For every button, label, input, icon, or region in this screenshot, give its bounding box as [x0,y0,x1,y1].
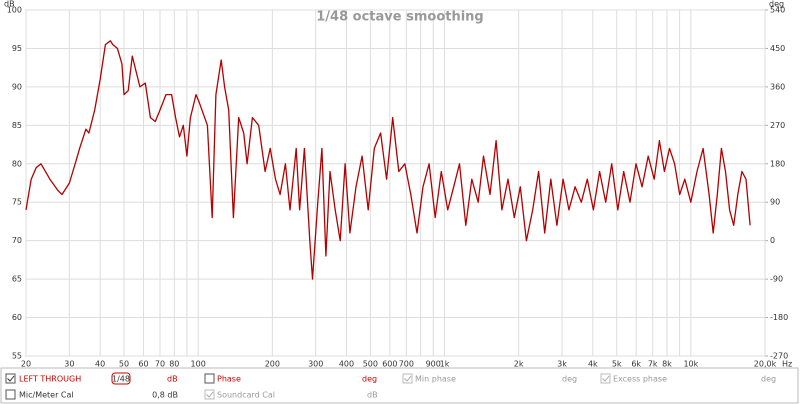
phase-label: Phase [217,375,241,384]
check [404,375,412,382]
y-tick-label: 95 [12,44,22,53]
x-tick-label: 2k [514,360,524,369]
plot-area [25,9,766,357]
y-tick-label: 70 [12,236,22,245]
x-tick-label: 8k [662,360,672,369]
checkbox-min-phase[interactable] [402,373,413,384]
series-label: LEFT THROUGH [19,375,81,384]
x-tick-label: 600 [382,360,397,369]
y-tick-label: 60 [12,313,22,322]
excess-phase-unit: deg [761,375,776,384]
y2-tick-label: 0 [770,236,775,245]
x-tick-label: 400 [339,360,354,369]
y2-tick-label: 540 [770,6,785,15]
x-tick-label: 500 [363,360,378,369]
chart-title: 1/48 octave smoothing [316,10,483,25]
response-line [25,40,751,280]
y2-tick-label: 90 [770,198,780,207]
phase-unit: deg [362,375,377,384]
y-tick-label: 100 [7,6,22,15]
x-tick-label: 900 [426,360,441,369]
check [206,391,214,398]
min-phase-label: Min phase [415,375,456,384]
excess-phase-label: Excess phase [613,375,667,384]
y-unit: dB [4,0,15,9]
check [602,375,610,382]
x-tick-label: 1k [440,360,450,369]
x-tick-label: 60 [138,360,148,369]
y-tick-label: 55 [12,352,22,361]
mic-cal-label: Mic/Meter Cal [19,391,74,400]
x-tick-label: 20 [21,360,31,369]
checkbox-series[interactable] [5,373,16,384]
x-tick-label: 5k [612,360,622,369]
y-tick-label: 80 [12,159,22,168]
x-tick-label: 20,0k [754,360,777,369]
soundcard-cal-label: Soundcard Cal [217,391,275,400]
y2-tick-label: -180 [770,313,788,322]
smoothing: 1/48 [112,375,130,384]
y2-tick-label: 450 [770,44,785,53]
x-tick-label: 80 [169,360,179,369]
checkbox-soundcard-cal[interactable] [204,389,215,400]
min-phase-unit: deg [562,375,577,384]
x-tick-label: 40 [95,360,105,369]
checkbox-mic-cal[interactable] [5,389,16,400]
series-unit: dB [167,375,178,384]
legend-panel [0,367,799,404]
y2-tick-label: -270 [770,352,788,361]
y-tick-label: 85 [12,121,22,130]
x-tick-label: 300 [308,360,323,369]
x-tick-label: 3k [557,360,567,369]
y2-unit: deg [769,0,784,9]
y-tick-label: 90 [12,82,22,91]
mic-cal-value: 0,8 dB [152,391,178,400]
x-tick-label: 100 [191,360,206,369]
x-tick-label: 200 [265,360,280,369]
y-tick-label: 75 [12,198,22,207]
x-tick-label: 70 [155,360,165,369]
x-unit: Hz [782,360,792,369]
soundcard-unit: dB [367,391,378,400]
y2-tick-label: 270 [770,121,785,130]
y-tick-label: 65 [12,275,22,284]
y2-tick-label: 360 [770,82,785,91]
smoothing-box[interactable] [111,372,131,385]
x-tick-label: 4k [588,360,598,369]
check [7,375,15,382]
x-tick-label: 7k [648,360,658,369]
checkbox-excess-phase[interactable] [600,373,611,384]
x-tick-label: 6k [631,360,641,369]
x-tick-label: 30 [64,360,74,369]
checkbox-phase[interactable] [204,373,215,384]
x-tick-label: 50 [119,360,129,369]
x-tick-label: 10k [683,360,698,369]
y2-tick-label: -90 [770,275,783,284]
y2-tick-label: 180 [770,159,785,168]
x-tick-label: 700 [399,360,414,369]
